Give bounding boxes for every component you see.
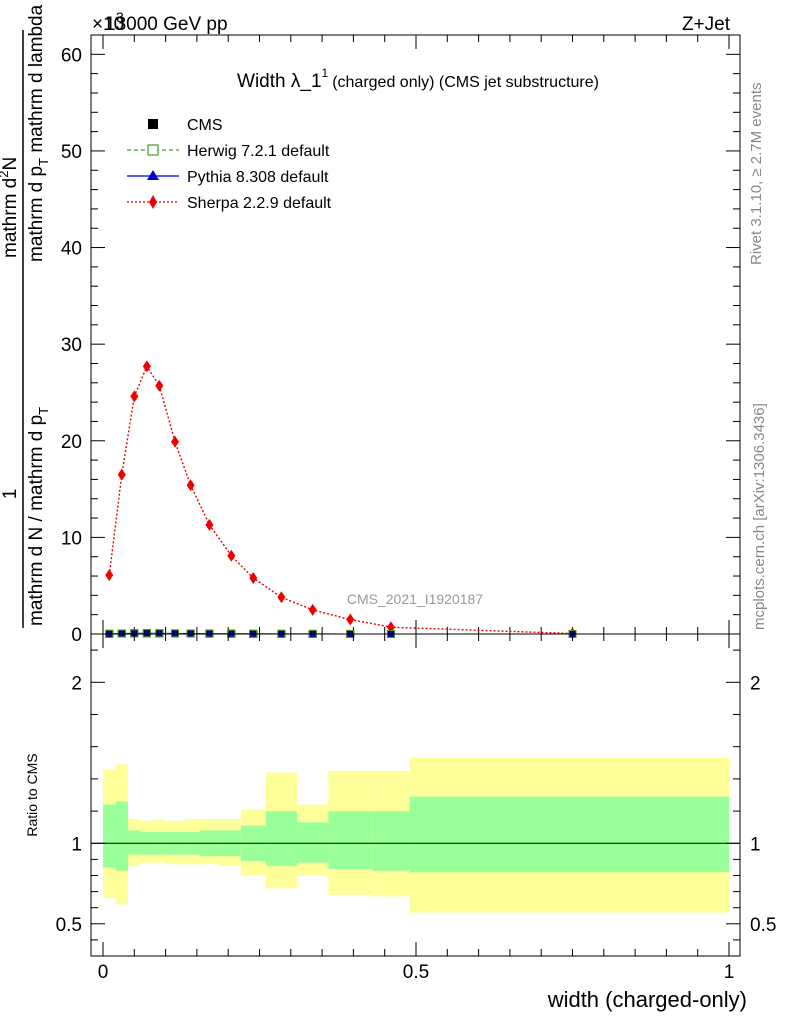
x-tick-label: 0.5 — [403, 962, 429, 983]
pythia-point — [117, 629, 126, 637]
sherpa-point — [130, 390, 139, 403]
main-y-tick-label: 30 — [61, 335, 82, 356]
main-y-tick-label: 60 — [61, 45, 82, 66]
ratio-tick-labels: 0.5 0.5 1 1 2 2 0 0.5 1 — [56, 673, 777, 983]
sherpa-line — [108, 364, 573, 635]
legend-label: CMS — [187, 117, 223, 134]
ratio-y-tick-label-left: 0.5 — [56, 915, 82, 936]
energy-label: 13000 GeV pp — [105, 14, 228, 35]
pythia-point — [186, 629, 195, 637]
ylabel-one: 1 — [0, 489, 21, 500]
legend-label: Sherpa 2.2.9 default — [187, 195, 332, 212]
ratio-ticks — [91, 634, 740, 956]
inner-band — [409, 796, 729, 873]
x-tick-label: 1 — [724, 962, 735, 983]
legend-marker-cms — [148, 119, 158, 129]
pythia-point — [308, 629, 317, 637]
mcplots-label: mcplots.cern.ch [arXiv:1306.3436] — [751, 403, 768, 630]
main-y-tick-label: 50 — [61, 142, 82, 163]
ratio-y-label: Ratio to CMS — [24, 753, 40, 836]
ratio-y-tick-label-left: 1 — [71, 834, 82, 855]
inner-band — [103, 804, 116, 868]
main-y-tick-label: 40 — [61, 239, 82, 260]
series-layer — [105, 360, 577, 640]
sherpa-point — [117, 468, 126, 481]
pythia-point — [568, 629, 577, 637]
pythia-point — [130, 629, 139, 637]
main-y-tick-label: 0 — [71, 625, 82, 646]
legend-label: Herwig 7.2.1 default — [187, 143, 330, 160]
ylabel-denominator-right: mathrm d pT mathrm d lambda — [26, 4, 51, 262]
multiplier-exponent: 3 — [116, 9, 124, 25]
pythia-point — [249, 629, 258, 637]
main-y-tick-label: 20 — [61, 432, 82, 453]
main-panel: 0 10 20 30 40 50 60 Width λ_11(charged only) (… — [61, 34, 741, 646]
sherpa-point — [308, 603, 317, 616]
sherpa-point — [346, 613, 355, 626]
sherpa-point — [249, 571, 258, 584]
rivet-label: Rivet 3.1.10, ≥ 2.7M events — [748, 83, 765, 266]
watermark: CMS_2021_I1920187 — [347, 591, 483, 607]
herwig-point — [155, 629, 164, 638]
pythia-point — [105, 629, 114, 637]
legend-marker-pythia — [147, 170, 159, 180]
legend-marker-herwig — [147, 144, 159, 156]
ratio-y-tick-label-right: 2 — [750, 673, 761, 694]
main-y-label: 1 mathrm d2N mathrm d N / mathrm d pT ma… — [0, 4, 51, 628]
ylabel-denominator: mathrm d N / mathrm d pT — [26, 407, 51, 626]
legend-label: Pythia 8.308 default — [187, 169, 329, 186]
inner-band — [297, 822, 329, 863]
x-tick-label: 0 — [98, 962, 109, 983]
pythia-point — [155, 629, 164, 637]
sherpa-point — [227, 549, 236, 562]
inner-band — [265, 811, 298, 866]
legend: CMS Herwig 7.2.1 default Pythia 8.308 defa… — [127, 117, 332, 212]
inner-band — [372, 811, 410, 871]
pythia-point — [170, 629, 179, 637]
multiplier-label: ×10 — [92, 14, 124, 35]
sherpa-point — [277, 591, 286, 604]
ratio-y-tick-label-right: 1 — [750, 834, 761, 855]
herwig-point — [142, 629, 151, 638]
x-axis-label: width (charged-only) — [547, 987, 747, 1012]
inner-band — [128, 830, 141, 855]
ratio-panel: 0.5 0.5 1 1 2 2 0 0.5 1 Ratio to CMS width (char… — [24, 633, 777, 1012]
ratio-y-tick-label-left: 2 — [71, 673, 82, 694]
main-ytick-labels: 0 10 20 30 40 50 60 — [61, 45, 82, 646]
pythia-point — [205, 629, 214, 637]
sherpa-point — [170, 435, 179, 448]
process-label: Z+Jet — [682, 14, 731, 35]
sherpa-point — [105, 569, 114, 582]
inner-band — [328, 811, 373, 870]
pythia-point — [277, 629, 286, 637]
sherpa-point — [205, 518, 214, 531]
legend-marker-sherpa — [149, 195, 157, 209]
uncertainty-bands — [103, 757, 729, 913]
chart-title: Width λ_11(charged only) (CMS jet substr… — [237, 66, 599, 92]
ylabel-numerator: mathrm d2N — [0, 157, 21, 258]
pythia-point — [227, 629, 236, 637]
sherpa-point — [186, 479, 195, 492]
ratio-y-tick-label-right: 0.5 — [750, 915, 776, 936]
main-y-tick-label: 10 — [61, 528, 82, 549]
sherpa-point — [155, 379, 164, 392]
inner-band — [115, 801, 129, 871]
pythia-point — [346, 629, 355, 637]
sherpa-point — [142, 360, 151, 373]
herwig-point — [170, 629, 179, 638]
pythia-point — [386, 629, 395, 637]
